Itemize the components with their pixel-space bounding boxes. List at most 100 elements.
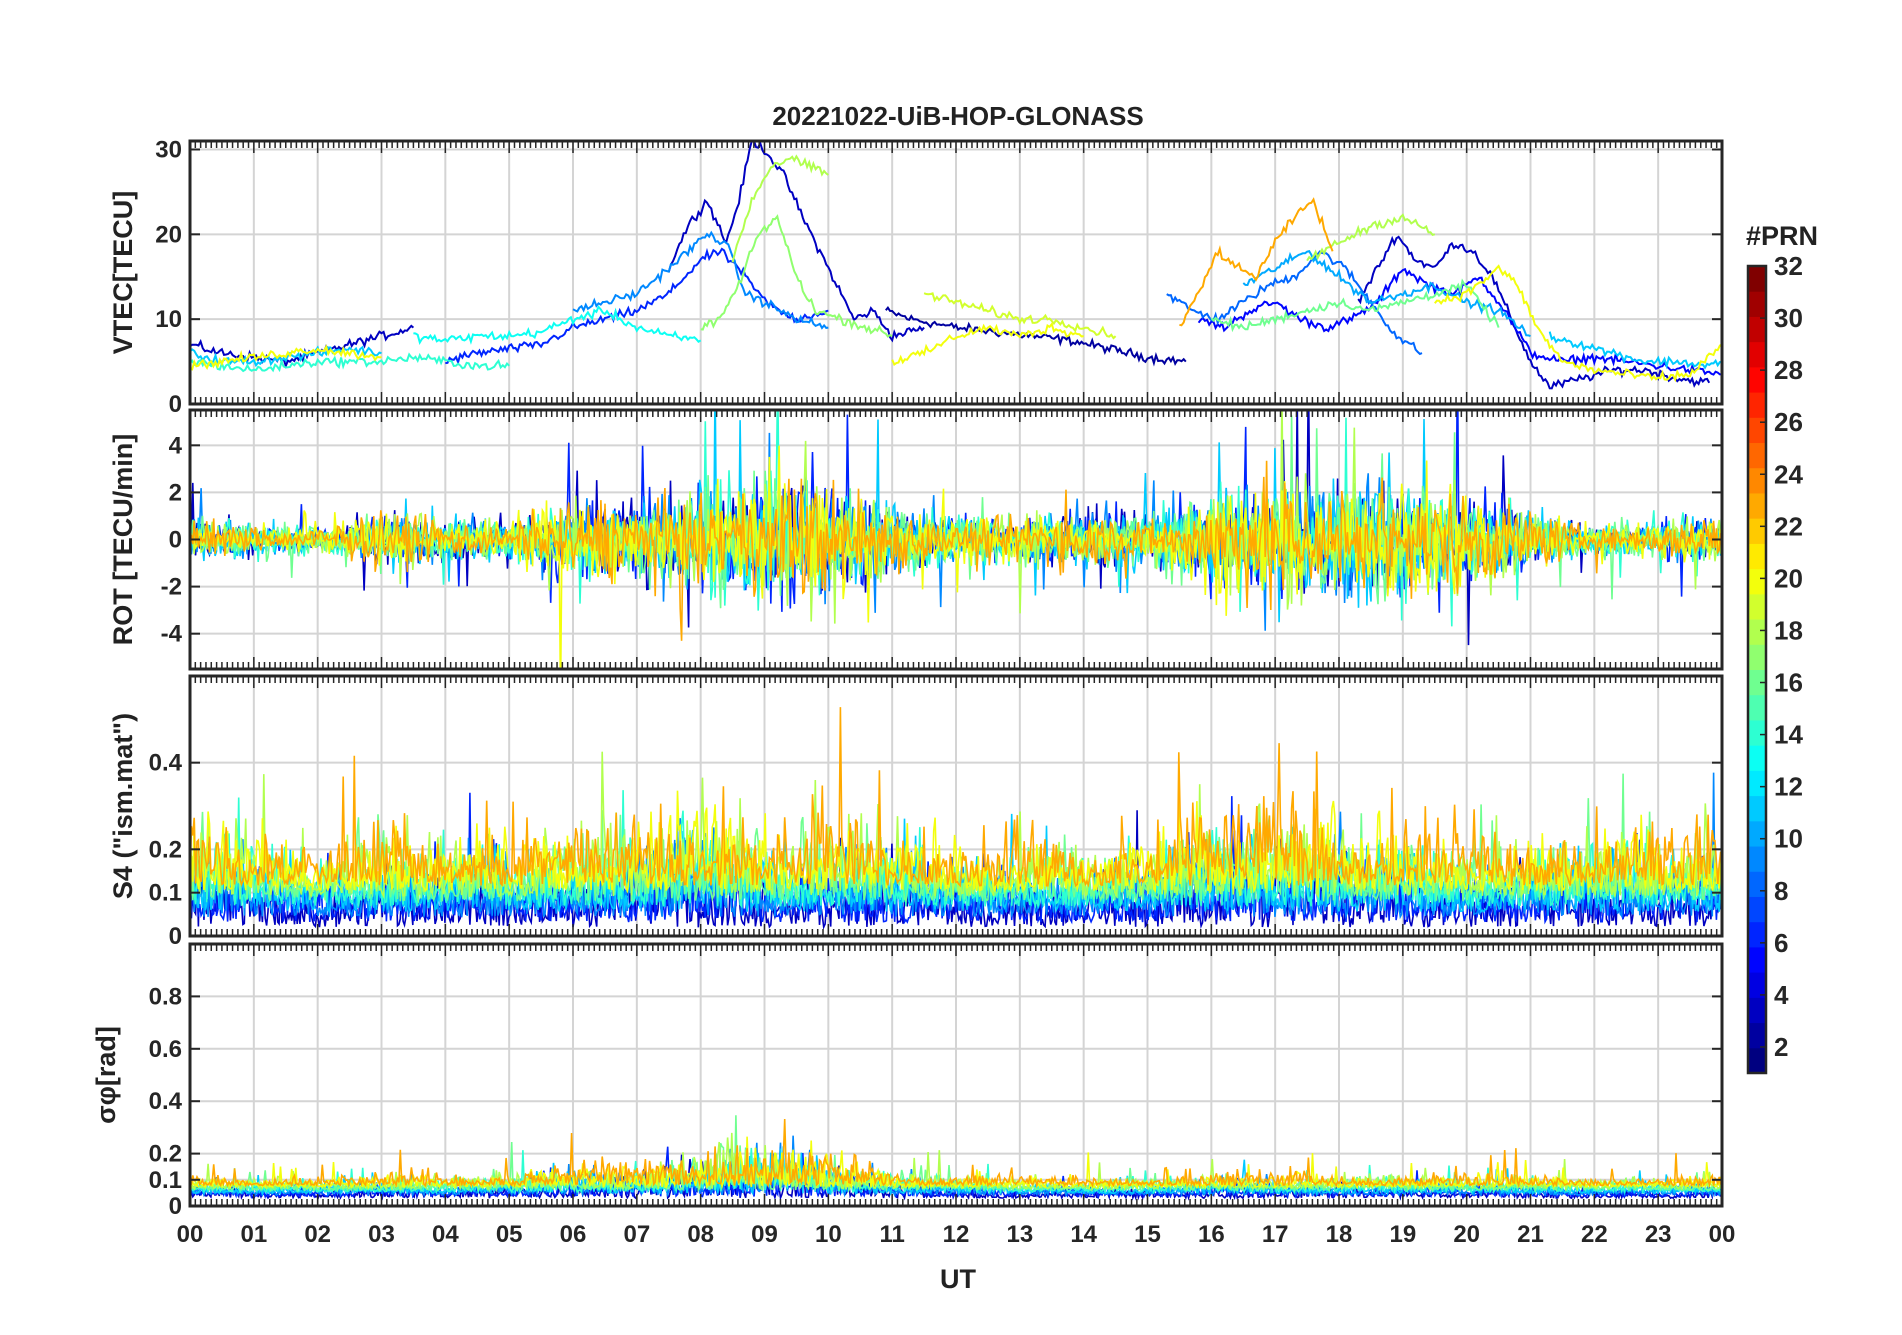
colorbar-segment xyxy=(1748,745,1766,771)
colorbar-segment xyxy=(1748,392,1766,418)
vtec-series-prn-8 xyxy=(1166,250,1423,356)
x-tick-label: 01 xyxy=(240,1221,267,1248)
colorbar-segment xyxy=(1748,896,1766,923)
colorbar-segment xyxy=(1748,417,1766,444)
y-tick-label: 0.8 xyxy=(149,983,182,1010)
panel-vtec: 0 10 20 30 VTEC[TECU] xyxy=(108,136,1724,418)
s4-series-prn-16 xyxy=(190,773,1722,905)
vtec-series-prn-19 xyxy=(923,292,1117,340)
colorbar-tick-label: 12 xyxy=(1774,772,1803,802)
x-tick-label: 15 xyxy=(1134,1221,1161,1248)
x-tick-label: 16 xyxy=(1198,1221,1225,1248)
colorbar-segment xyxy=(1748,770,1766,797)
panel-rot: -4 -2 0 2 4 ROT [TECU/min] xyxy=(108,408,1724,671)
s4-series-prn-20 xyxy=(190,790,1722,894)
vtec-series-prn-18 xyxy=(731,154,829,263)
x-ticks-s4 xyxy=(189,676,1723,936)
sigma-series-prn-11 xyxy=(190,1143,1722,1197)
x-tick-labels: 00 01 02 03 04 05 06 07 08 09 10 11 12 13 14 15 16 17 18 19… xyxy=(177,1221,1736,1248)
colorbar-label: #PRN xyxy=(1746,221,1818,251)
y-tick-label: 4 xyxy=(169,432,183,459)
x-tick-label: 11 xyxy=(879,1221,904,1248)
series-rot xyxy=(190,410,1722,669)
y-tick-label: 0.4 xyxy=(149,750,183,777)
colorbar-segment xyxy=(1748,341,1766,368)
colorbar-segment xyxy=(1748,1047,1766,1074)
colorbar-tick-label: 18 xyxy=(1774,615,1803,645)
y-axis-label-sigma: σφ[rad] xyxy=(91,1026,121,1124)
x-tick-label: 17 xyxy=(1262,1221,1289,1248)
colorbar-tick-label: 32 xyxy=(1774,251,1803,281)
colorbar-tick-label: 6 xyxy=(1774,928,1788,958)
x-tick-label: 00 xyxy=(177,1221,204,1248)
y-tick-label: 30 xyxy=(155,136,182,163)
colorbar-segment xyxy=(1748,871,1766,897)
rot-series-prn-20 xyxy=(190,445,1722,669)
colorbar-segment xyxy=(1748,619,1766,645)
vtec-series-prn-23 xyxy=(1179,197,1334,327)
colorbar-tick-label: 30 xyxy=(1774,303,1803,333)
colorbar-tick-label: 14 xyxy=(1774,720,1803,750)
y-axis-label-s4: S4 ("ism.mat") xyxy=(108,713,138,899)
series-vtec xyxy=(190,141,1722,390)
x-tick-label: 14 xyxy=(1070,1221,1097,1248)
panel-sigma: 00.10.2 0.4 0.6 0.8 σφ[rad] xyxy=(91,942,1724,1220)
x-tick-label: 10 xyxy=(815,1221,842,1248)
x-ticks-vtec xyxy=(189,141,1723,404)
vtec-series-prn-3 xyxy=(667,141,925,343)
y-tick-label: 0.2 xyxy=(149,1141,182,1168)
x-tick-label: 03 xyxy=(368,1221,395,1248)
y-tick-label: 0.6 xyxy=(149,1036,182,1063)
colorbar-segment xyxy=(1748,946,1766,973)
y-tick-label: -2 xyxy=(161,574,182,601)
x-tick-label: 08 xyxy=(687,1221,714,1248)
vtec-series-prn-2 xyxy=(885,306,1187,367)
vtec-series-prn-9 xyxy=(572,230,829,330)
vtec-series-prn-10 xyxy=(1242,250,1531,338)
colorbar-segment xyxy=(1748,543,1766,570)
vtec-series-prn-17 xyxy=(700,214,893,338)
s4-series-prn-23 xyxy=(190,707,1722,888)
y-tick-label: -4 xyxy=(161,621,183,648)
x-tick-label: 04 xyxy=(432,1221,459,1248)
x-tick-label: 18 xyxy=(1326,1221,1353,1248)
colorbar-segment xyxy=(1748,669,1766,696)
colorbar-segment xyxy=(1748,291,1766,317)
y-ticks-vtec: 0 10 20 30 xyxy=(155,136,1722,418)
colorbar-segment xyxy=(1748,266,1766,292)
y-tick-label: 0.1 xyxy=(149,880,182,907)
x-tick-label: 02 xyxy=(304,1221,331,1248)
vtec-series-prn-6 xyxy=(445,247,829,366)
colorbar-tick-label: 4 xyxy=(1774,980,1789,1010)
y-tick-label: 0 xyxy=(169,923,182,950)
vtec-series-prn-20 xyxy=(190,344,382,371)
vtec-series-prn-20 xyxy=(891,321,1084,367)
vtec-series-prn-20 xyxy=(1434,264,1722,383)
vtec-series-prn-14 xyxy=(190,352,510,373)
x-tick-label: 13 xyxy=(1006,1221,1033,1248)
y-tick-label: 20 xyxy=(155,221,182,248)
colorbar-segment xyxy=(1748,593,1766,620)
panel-s4: 0 0.1 0.2 0.4 S4 ("ism.mat") xyxy=(108,674,1724,950)
x-tick-label: 09 xyxy=(751,1221,778,1248)
x-tick-label: 07 xyxy=(623,1221,650,1248)
sigma-series-prn-23 xyxy=(190,1118,1722,1189)
colorbar-segment xyxy=(1748,795,1766,822)
x-tick-label: 22 xyxy=(1581,1221,1608,1248)
y-axis-label-rot: ROT [TECU/min] xyxy=(108,434,138,645)
colorbar-segment xyxy=(1748,316,1766,343)
colorbar-tick-label: 22 xyxy=(1774,511,1803,541)
grid-sigma xyxy=(190,944,1722,1206)
y-tick-label: 0.1 xyxy=(149,1167,182,1194)
rot-series-prn-23 xyxy=(190,460,1722,641)
x-tick-label: 12 xyxy=(943,1221,970,1248)
colorbar-segment xyxy=(1748,694,1766,721)
colorbar-frame xyxy=(1746,264,1768,1075)
x-tick-label: 06 xyxy=(560,1221,587,1248)
x-axis-label: UT xyxy=(940,1264,976,1294)
y-tick-label: 0 xyxy=(169,391,182,418)
colorbar-segment xyxy=(1748,846,1766,872)
colorbar-segment xyxy=(1748,366,1766,393)
